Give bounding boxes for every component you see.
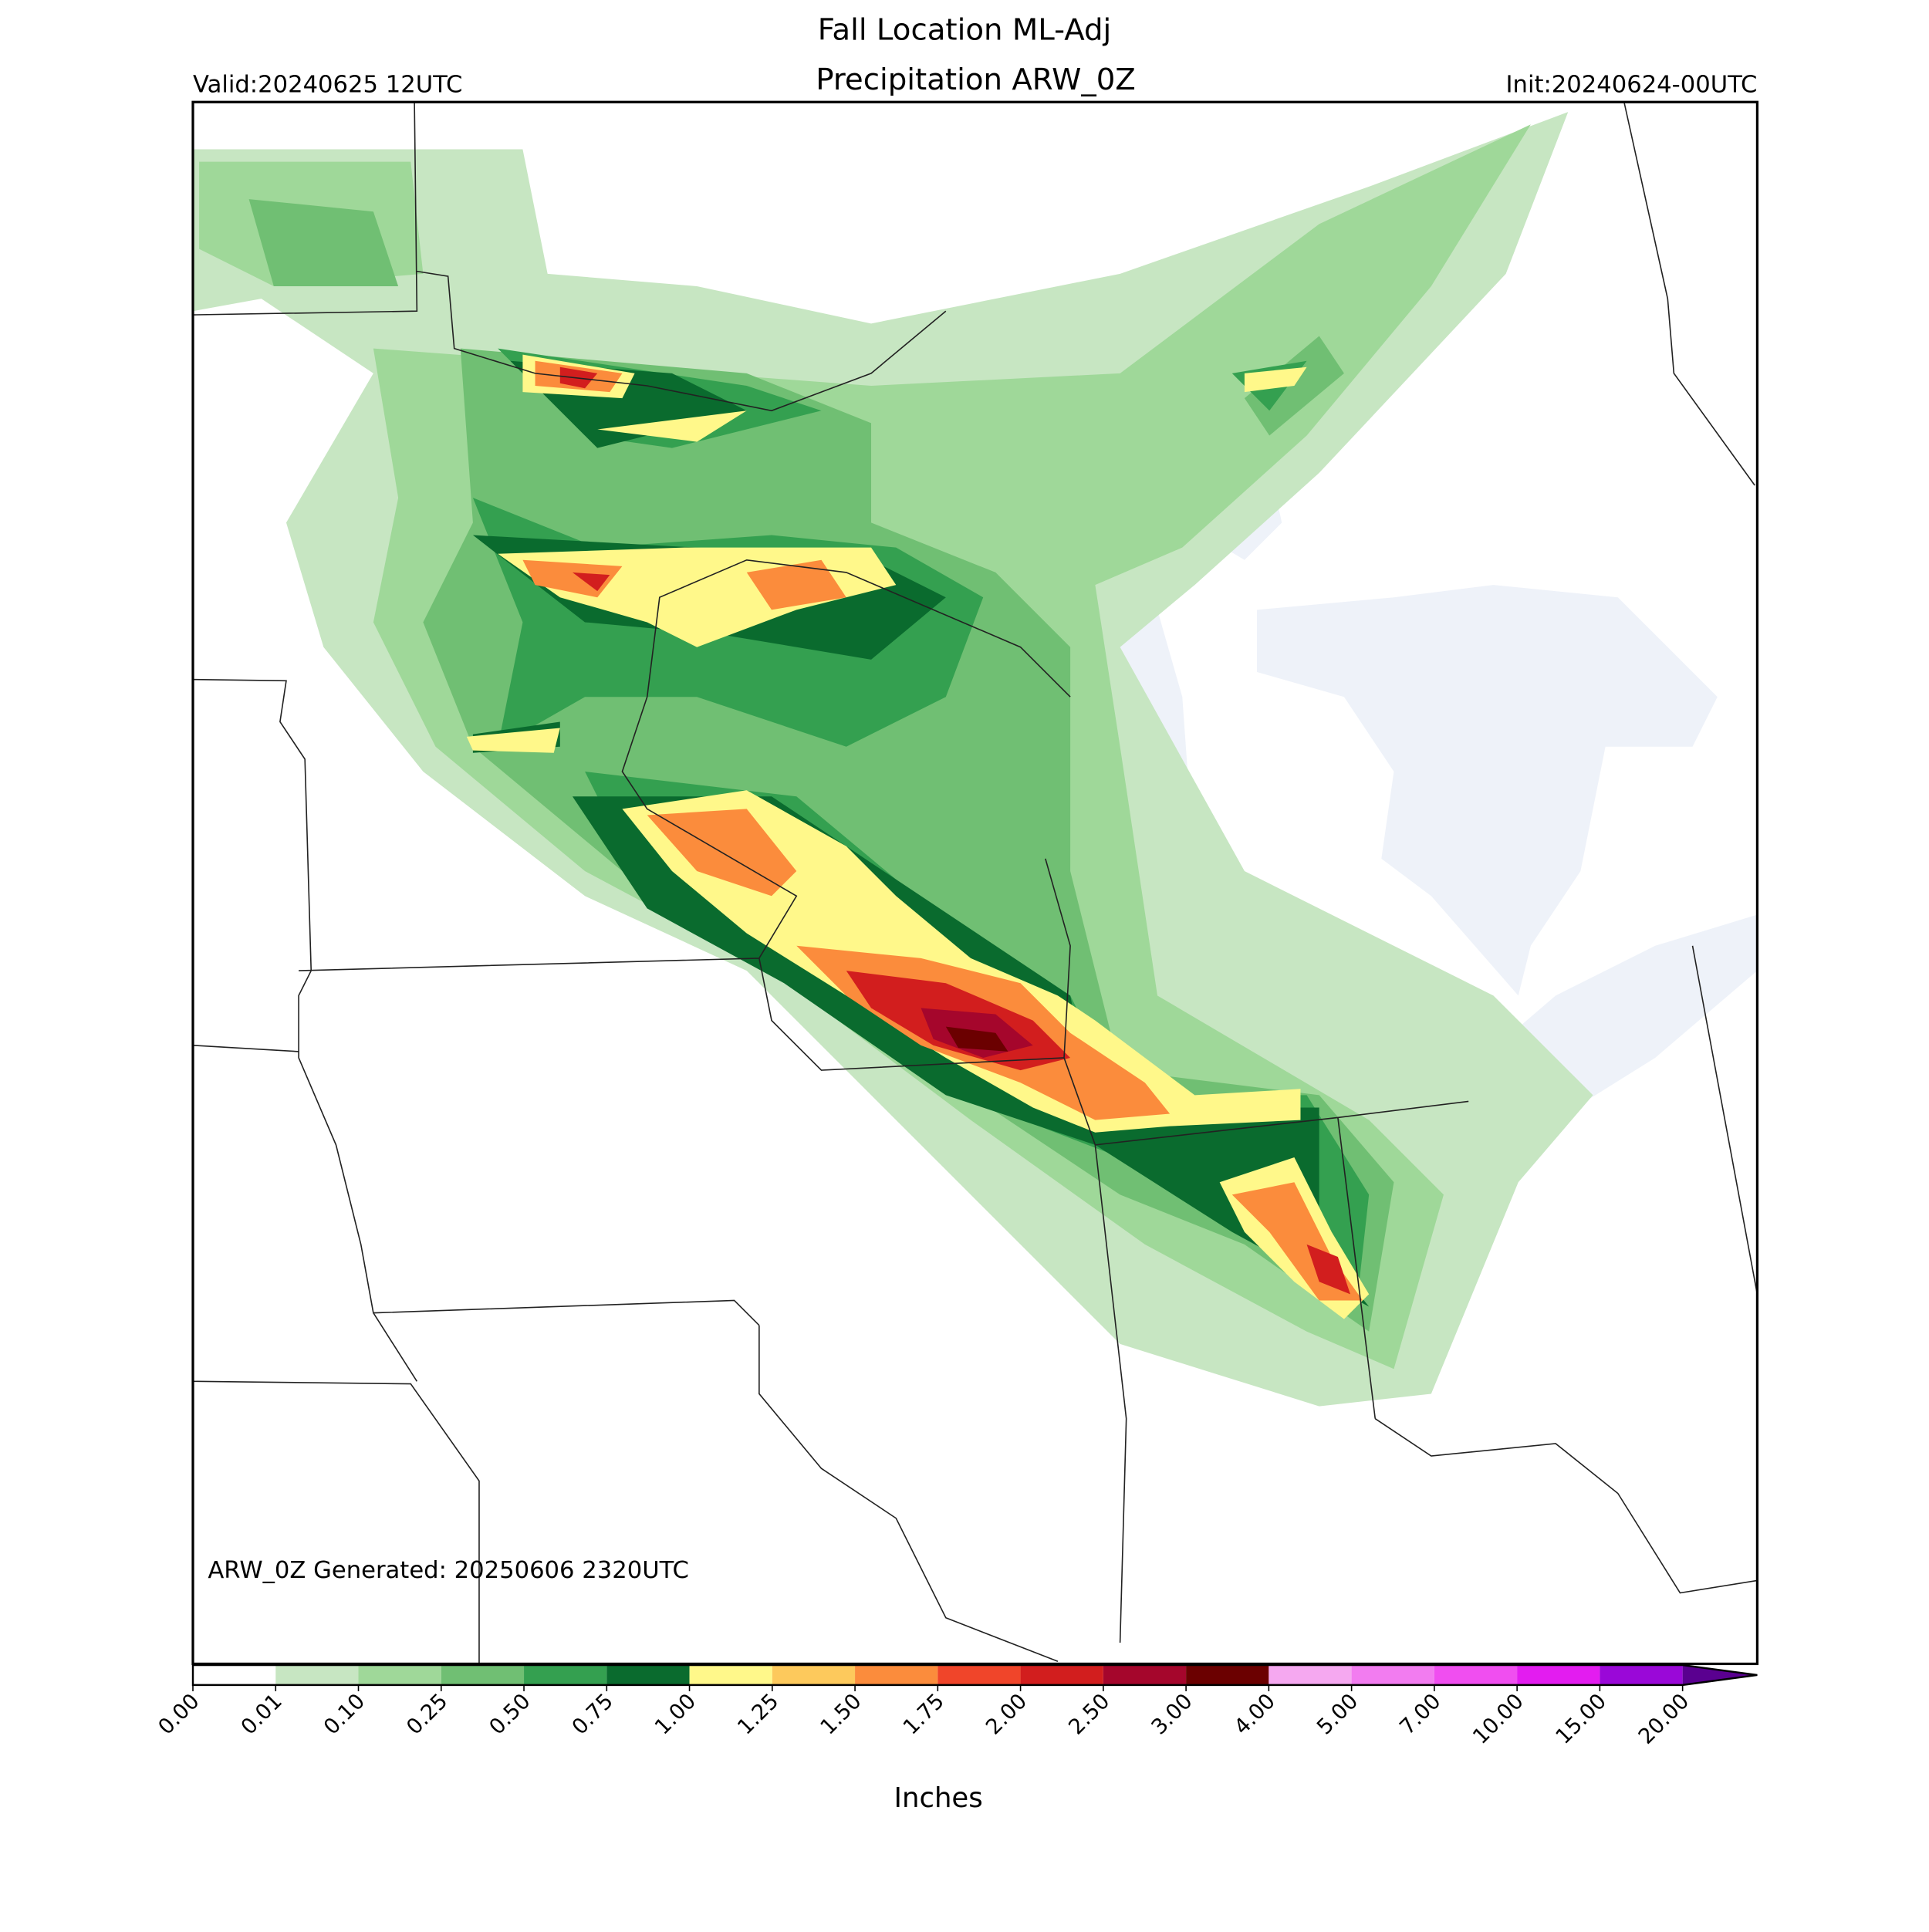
colorbar-tick-label: 0.25 — [402, 1689, 452, 1739]
colorbar-tick-label: 0.50 — [485, 1689, 535, 1739]
valid-time: Valid:20240625 12UTC — [193, 71, 462, 98]
colorbar-tick-label: 1.75 — [899, 1689, 949, 1739]
colorbar-segment — [1351, 1665, 1434, 1685]
init-time: Init:20240624-00UTC — [1506, 71, 1758, 98]
colorbar-segment — [937, 1665, 1021, 1685]
colorbar-tick-label: 20.00 — [1634, 1689, 1694, 1748]
colorbar-segment — [1517, 1665, 1600, 1685]
colorbar-segment — [193, 1665, 276, 1685]
colorbar-segment — [1020, 1665, 1103, 1685]
generated-note: ARW_0Z Generated: 20250606 2320UTC — [208, 1557, 689, 1584]
precip-area — [522, 360, 1363, 1301]
colorbar-tick-label: 4.00 — [1230, 1689, 1280, 1739]
colorbar-segment — [275, 1665, 359, 1685]
colorbar-tick-label: 0.00 — [154, 1689, 204, 1739]
colorbar-tick-label: 2.00 — [981, 1689, 1032, 1739]
border — [192, 102, 1758, 1664]
lake — [1257, 585, 1718, 996]
colorbar-tick-label: 0.75 — [568, 1689, 618, 1739]
colorbar-segment — [606, 1665, 690, 1685]
colorbar-segment — [524, 1665, 607, 1685]
colorbar-segment — [358, 1665, 441, 1685]
colorbar-tick-label: 10.00 — [1468, 1689, 1528, 1748]
title-line: Precipitation ARW_0Z — [816, 62, 1136, 97]
colorbar-segment — [1600, 1665, 1683, 1685]
map-frame — [191, 100, 1759, 1666]
colorbar-outline — [191, 1663, 1758, 1687]
colorbar-segment — [855, 1665, 938, 1685]
colorbar: 0.00 0.01 0.10 0.25 0.50 0.75 1.00 1.25 1.50 1.75… — [154, 1663, 1758, 1749]
colorbar-label: Inches — [894, 1782, 983, 1814]
map: ARW_0Z Generated: 20250606 2320UTC — [192, 102, 1758, 1664]
precip-area — [466, 354, 1370, 1319]
colorbar-segment — [1269, 1665, 1352, 1685]
colorbar-tick-label: 1.50 — [816, 1689, 867, 1739]
colorbar-tick-label: 3.00 — [1147, 1689, 1198, 1739]
title-line: Fall Location ML-Adj — [818, 13, 1112, 48]
colorbar-tick-label: 0.01 — [237, 1689, 287, 1739]
precip-area — [945, 1026, 1008, 1052]
colorbar-tick-label: 1.00 — [650, 1689, 701, 1739]
colorbar-segment — [772, 1665, 856, 1685]
colorbar-segment — [689, 1665, 772, 1685]
colorbar-segment — [1186, 1665, 1269, 1685]
colorbar-segment — [1434, 1665, 1518, 1685]
colorbar-tick-label: 1.25 — [733, 1689, 783, 1739]
colorbar-tick-label: 5.00 — [1312, 1689, 1363, 1739]
colorbar-segment — [441, 1665, 525, 1685]
colorbar-tick-label: 7.00 — [1395, 1689, 1445, 1739]
colorbar-tick-label: 0.10 — [319, 1689, 370, 1739]
colorbar-segment — [1103, 1665, 1187, 1685]
colorbar-tick-label: 2.50 — [1064, 1689, 1114, 1739]
colorbar-extend — [1682, 1665, 1758, 1685]
colorbar-tick-label: 15.00 — [1552, 1689, 1611, 1748]
